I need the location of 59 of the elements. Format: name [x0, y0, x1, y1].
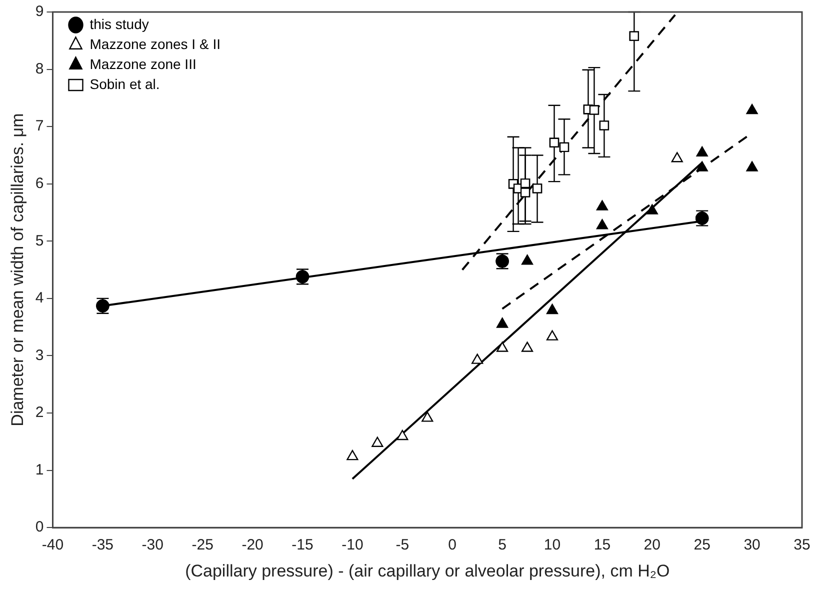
y-tick-label: 6	[35, 175, 44, 192]
point	[520, 188, 530, 198]
x-tick-label: -30	[142, 536, 164, 554]
point	[696, 161, 708, 172]
point	[532, 184, 542, 194]
y-axis-title: Diameter or mean width of capillaries. μm	[8, 113, 27, 426]
x-axis-title: (Capillary pressure) - (air capillary or alveolar pressure), cm H₂O	[185, 561, 670, 580]
point	[746, 161, 758, 172]
point	[549, 138, 560, 148]
x-tick-label: 5	[498, 536, 506, 554]
x-tick-label: -20	[242, 536, 264, 554]
point	[496, 342, 508, 352]
point	[646, 204, 658, 214]
x-tick-label: 25	[694, 536, 710, 554]
point	[596, 219, 608, 230]
x-tick-label: -15	[292, 536, 314, 554]
point	[671, 152, 683, 162]
x-tick-label: 20	[644, 536, 660, 554]
point	[396, 430, 408, 440]
point	[596, 200, 608, 210]
point	[559, 142, 570, 152]
point	[372, 436, 384, 447]
x-tick-label: 15	[594, 536, 611, 554]
x-tick-label: -40	[42, 536, 64, 554]
legend-label: Sobin et al.	[90, 76, 160, 92]
y-tick-label: 5	[35, 232, 44, 250]
point	[496, 318, 508, 328]
y-tick-label: 8	[35, 60, 44, 78]
point	[589, 105, 600, 115]
x-tick-label: -25	[192, 536, 214, 554]
point	[696, 146, 708, 157]
legend-label: Mazzone zone III	[90, 56, 196, 72]
y-tick-label: 7	[35, 118, 44, 135]
point	[521, 254, 534, 265]
point	[546, 304, 558, 314]
x-tick-label: 10	[544, 536, 561, 554]
point	[629, 31, 640, 41]
legend-label: this study	[90, 16, 149, 32]
y-tick-label: 2	[35, 404, 44, 422]
x-tick-label: -35	[92, 536, 114, 554]
y-tick-label: 0	[35, 518, 44, 536]
y-tick-label: 9	[35, 3, 44, 20]
y-tick-label: 3	[35, 346, 44, 364]
point	[346, 450, 358, 460]
point	[422, 412, 434, 422]
x-tick-label: 30	[744, 536, 760, 554]
x-tick-label: 0	[448, 536, 457, 554]
x-tick-label: -5	[396, 536, 410, 554]
y-tick-label: 4	[35, 290, 44, 307]
point	[521, 342, 534, 352]
legend-label: Mazzone zones I & II	[90, 36, 220, 52]
x-tick-label: 35	[794, 536, 810, 554]
y-tick-label: 1	[35, 461, 44, 478]
point	[746, 104, 758, 114]
point	[520, 178, 530, 188]
x-tick-label: -10	[342, 536, 364, 554]
point	[599, 120, 610, 130]
point	[546, 330, 558, 340]
point	[472, 354, 484, 364]
